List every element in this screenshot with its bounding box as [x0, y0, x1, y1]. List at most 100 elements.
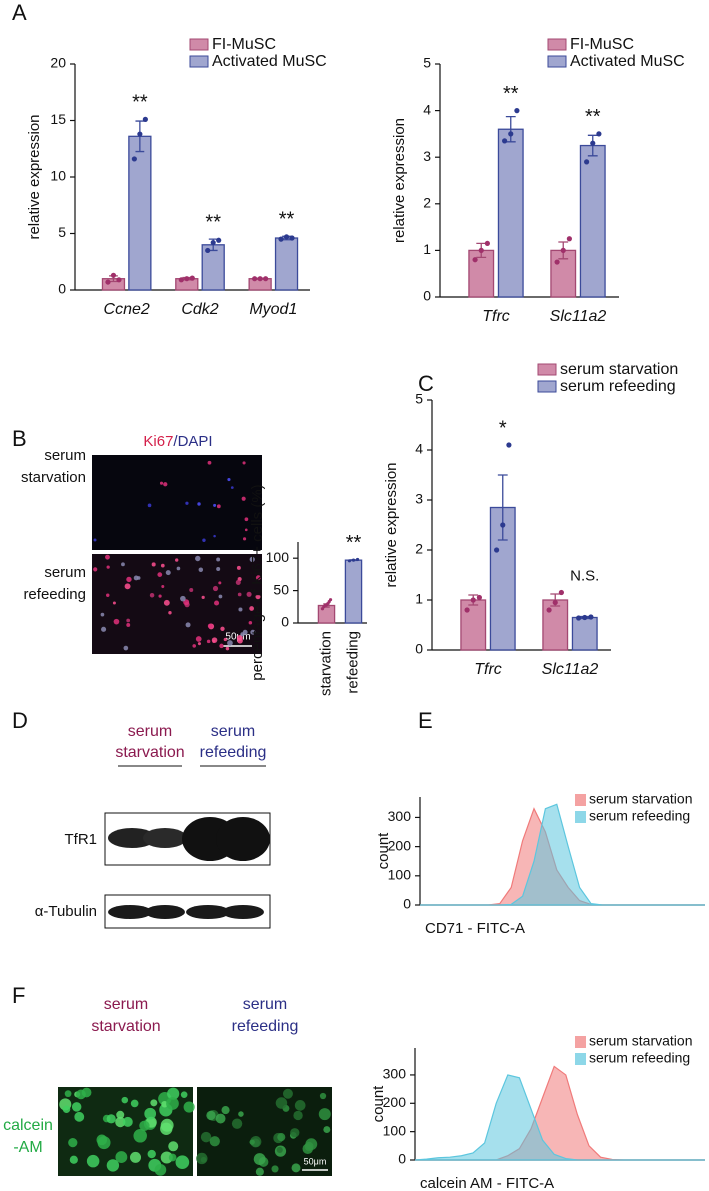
band [145, 905, 185, 919]
cell [168, 1153, 177, 1162]
significance: ** [279, 209, 295, 231]
cell [242, 537, 247, 541]
cell [209, 1136, 220, 1147]
x-tick-label: Cdk2 [181, 301, 218, 318]
x-tick-label: Slc11a2 [542, 661, 599, 678]
cell [158, 594, 162, 598]
row-label: refeeding [23, 586, 86, 603]
y-tick-label: 20 [50, 55, 66, 71]
cell [302, 1143, 314, 1155]
data-point [566, 236, 572, 242]
legend-label: serum starvation [589, 791, 692, 807]
cell [255, 575, 261, 581]
cell [202, 538, 206, 542]
data-point [278, 236, 284, 242]
legend-swatch [547, 38, 567, 51]
cell [255, 594, 261, 600]
cell [216, 504, 221, 509]
cell [242, 461, 246, 465]
cell [241, 496, 246, 501]
cell [124, 583, 131, 590]
row-label: starvation [21, 469, 86, 486]
cell [216, 567, 221, 572]
cell [237, 592, 242, 597]
y-axis-label: percentage of Ki67+ cells (%) [249, 484, 266, 680]
stain-label: -AM [13, 1139, 42, 1156]
group-label: starvation [115, 744, 184, 761]
data-point [558, 589, 564, 596]
cell [93, 538, 97, 542]
bar [317, 604, 336, 624]
cell [122, 1116, 133, 1127]
band [222, 905, 264, 919]
cell [220, 626, 225, 631]
cell [74, 1111, 85, 1122]
cell [213, 503, 217, 507]
data-point [502, 138, 508, 144]
x-tick-label: Slc11a2 [550, 308, 607, 325]
cell [196, 1152, 208, 1165]
stain-dapi: /DAPI [173, 433, 212, 450]
legend-swatch [575, 1053, 586, 1065]
cell [219, 643, 224, 649]
cell [175, 558, 179, 562]
cell [244, 528, 248, 532]
data-point [596, 131, 602, 137]
data-point [484, 240, 490, 247]
cell [62, 1105, 71, 1114]
data-point [588, 614, 594, 620]
cell [200, 1131, 212, 1143]
data-point [347, 559, 352, 563]
bar [542, 599, 569, 651]
y-tick-label: 1 [423, 241, 431, 257]
cell [276, 1146, 283, 1153]
cell [185, 622, 191, 628]
band-label: TfR1 [64, 831, 97, 848]
cell [165, 570, 171, 576]
legend-label: serum refeeding [560, 378, 676, 395]
cell [106, 565, 110, 569]
cell [218, 594, 223, 599]
data-point [494, 547, 500, 553]
cell [129, 1151, 142, 1163]
cell [139, 1120, 150, 1131]
cell [159, 481, 164, 485]
data-point [216, 237, 222, 243]
cell [101, 626, 107, 632]
y-axis-label: relative expression [26, 114, 43, 239]
band-label: α-Tubulin [35, 903, 97, 920]
micrograph [92, 554, 262, 654]
cell [213, 534, 216, 538]
cell [235, 579, 241, 585]
cell [293, 1110, 303, 1121]
cell [291, 1163, 301, 1173]
error-bar [505, 116, 516, 143]
y-tick-label: 10 [50, 168, 66, 184]
significance: ** [503, 83, 519, 105]
legend-label: serum starvation [560, 361, 678, 378]
cell [238, 1111, 244, 1117]
area [415, 1065, 705, 1161]
cell [160, 563, 165, 568]
legend-swatch [189, 38, 209, 51]
cell [214, 600, 220, 606]
cell [236, 634, 243, 641]
area [414, 1074, 705, 1161]
cell [133, 575, 139, 581]
data-point [546, 607, 552, 613]
data-point [470, 597, 476, 603]
cell [253, 1153, 266, 1166]
cell [225, 646, 230, 651]
cell [248, 621, 253, 625]
cell [147, 1149, 156, 1159]
stain-label: calcein [3, 1117, 53, 1134]
group-label: serum [243, 996, 287, 1013]
cell [206, 1110, 216, 1121]
cell [161, 585, 165, 589]
cell [68, 1138, 78, 1148]
y-tick-label: 0 [398, 1151, 406, 1167]
cell [175, 1155, 190, 1170]
data-point [105, 279, 111, 285]
cell [227, 640, 233, 646]
stain-label: Ki67/DAPI [143, 433, 212, 450]
